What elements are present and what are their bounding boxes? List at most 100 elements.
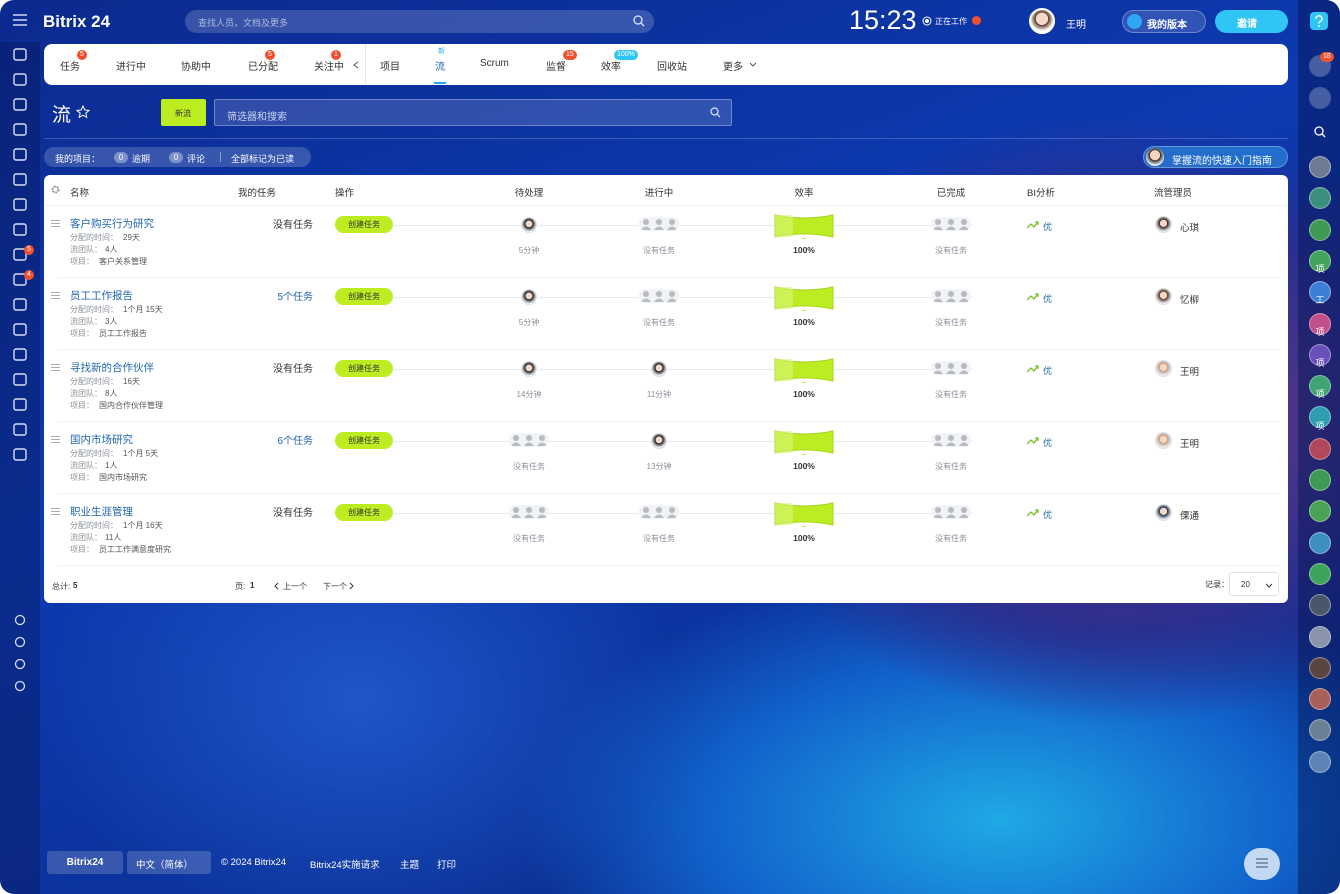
counter-label[interactable]: 逾期: [132, 154, 151, 164]
tab[interactable]: 更多: [723, 62, 743, 73]
tab[interactable]: Scrum: [480, 58, 509, 69]
rs-search[interactable]: [1314, 126, 1326, 138]
sidebar-icon[interactable]: [13, 173, 27, 186]
contact-avatar[interactable]: [1309, 625, 1331, 648]
footer-language[interactable]: 中文（简体）: [127, 851, 211, 874]
search-box[interactable]: 查找人员，文档及更多: [185, 10, 654, 33]
flow-name[interactable]: 职业生涯管理: [70, 506, 133, 518]
contact-avatar[interactable]: [1309, 375, 1331, 398]
sidebar-icon[interactable]: [13, 423, 27, 436]
tab[interactable]: 监督: [546, 62, 566, 73]
bi-rating[interactable]: 优: [1043, 366, 1053, 376]
create-task-button[interactable]: 创建任务: [335, 288, 393, 305]
footer-print[interactable]: 打印: [437, 860, 457, 871]
chat-button[interactable]: [1244, 848, 1280, 880]
sidebar-tool[interactable]: [14, 636, 26, 648]
sidebar-icon[interactable]: [13, 448, 27, 461]
sidebar-icon[interactable]: [13, 148, 27, 161]
star[interactable]: [76, 105, 90, 119]
contact-avatar[interactable]: [1309, 719, 1331, 742]
contact-avatar[interactable]: [1309, 750, 1331, 773]
drag-handle[interactable]: [51, 436, 60, 443]
records-select[interactable]: 20: [1229, 572, 1279, 596]
tab[interactable]: 关注中: [314, 62, 344, 73]
create-task-button[interactable]: 创建任务: [335, 360, 393, 377]
sidebar-tool[interactable]: [14, 680, 26, 692]
sidebar-icon[interactable]: [13, 373, 27, 386]
bi-rating[interactable]: 优: [1043, 294, 1053, 304]
sidebar-icon[interactable]: [13, 298, 27, 311]
create-task-button[interactable]: 创建任务: [335, 432, 393, 449]
my-tasks[interactable]: 5个任务: [277, 292, 313, 303]
column-header[interactable]: 操作: [335, 188, 355, 199]
contact-avatar[interactable]: [1309, 500, 1331, 523]
flow-name[interactable]: 员工工作报告: [70, 290, 133, 302]
column-header[interactable]: 已完成: [936, 188, 966, 199]
sidebar-icon[interactable]: [13, 123, 27, 136]
drag-handle[interactable]: [51, 364, 60, 371]
tab[interactable]: 任务: [60, 62, 80, 73]
bi-rating[interactable]: 优: [1043, 510, 1053, 520]
sidebar-icon[interactable]: [13, 98, 27, 111]
settings-icon[interactable]: [51, 185, 60, 194]
contact-avatar[interactable]: [1309, 562, 1331, 585]
guide-pill[interactable]: 掌握流的快速入门指南: [1143, 146, 1288, 168]
sidebar-tool[interactable]: [14, 658, 26, 670]
column-header[interactable]: 流管理员: [1154, 188, 1193, 199]
user-name[interactable]: 王明: [1066, 20, 1086, 31]
new-flow-button[interactable]: 新流: [161, 99, 206, 126]
filter-box[interactable]: 筛选器和搜索: [214, 99, 732, 126]
prev-link[interactable]: 上一个: [283, 582, 307, 591]
admin-name[interactable]: 王明: [1180, 367, 1200, 378]
column-header[interactable]: 进行中: [644, 188, 674, 199]
mark-read[interactable]: 全部标记为已读: [231, 154, 295, 164]
contact-avatar[interactable]: [1309, 469, 1331, 491]
drag-handle[interactable]: [51, 508, 60, 515]
admin-name[interactable]: 心琪: [1180, 223, 1200, 234]
contact-avatar[interactable]: [1309, 156, 1331, 178]
drag-handle[interactable]: [51, 220, 60, 227]
tab[interactable]: 流: [435, 62, 445, 73]
footer-brand[interactable]: Bitrix24: [47, 851, 123, 874]
contact-avatar[interactable]: [1309, 656, 1331, 679]
column-header[interactable]: 我的任务: [238, 188, 277, 199]
contact-avatar[interactable]: [1309, 406, 1331, 429]
contact-avatar[interactable]: [1309, 688, 1331, 711]
tab-scroll[interactable]: [353, 61, 359, 69]
flow-name[interactable]: 国内市场研究: [70, 434, 133, 446]
logo[interactable]: Bitrix 24: [43, 12, 111, 31]
bi-rating[interactable]: 优: [1043, 438, 1053, 448]
tab[interactable]: 协助中: [181, 62, 211, 73]
contact-avatar[interactable]: [1309, 437, 1331, 460]
contact-avatar[interactable]: [1309, 187, 1331, 210]
sidebar-icon[interactable]: [13, 73, 27, 86]
footer-request[interactable]: Bitrix24实施请求: [310, 860, 380, 871]
work-status[interactable]: 正在工作: [935, 17, 967, 26]
sidebar-icon[interactable]: [13, 398, 27, 411]
contact-avatar[interactable]: [1309, 594, 1331, 617]
contact-avatar[interactable]: [1309, 249, 1331, 272]
column-header[interactable]: BI分析: [1027, 188, 1055, 199]
tab[interactable]: 已分配: [248, 62, 278, 73]
contact-avatar[interactable]: [1309, 218, 1331, 241]
admin-name[interactable]: 王明: [1180, 439, 1200, 450]
contact-avatar[interactable]: [1309, 281, 1331, 304]
create-task-button[interactable]: 创建任务: [335, 216, 393, 233]
chat-icon[interactable]: [1256, 858, 1268, 869]
menu-icon[interactable]: [13, 14, 27, 26]
contact-avatar[interactable]: [1309, 312, 1331, 335]
create-task-button[interactable]: 创建任务: [335, 504, 393, 521]
flow-name[interactable]: 寻找新的合作伙伴: [70, 362, 154, 374]
sidebar-tool[interactable]: [14, 614, 26, 626]
admin-name[interactable]: 倮通: [1180, 511, 1200, 522]
tab[interactable]: 回收站: [657, 62, 687, 73]
plan-button[interactable]: 我的版本: [1122, 10, 1206, 33]
footer-theme[interactable]: 主题: [400, 860, 420, 871]
contact-avatar[interactable]: [1309, 531, 1331, 554]
tab[interactable]: 项目: [380, 62, 400, 73]
sidebar-icon[interactable]: [13, 323, 27, 336]
invite-button[interactable]: 邀请: [1215, 10, 1288, 33]
sidebar-icon[interactable]: [13, 198, 27, 211]
sidebar-icon[interactable]: [13, 48, 27, 61]
my-tasks[interactable]: 6个任务: [277, 436, 313, 447]
